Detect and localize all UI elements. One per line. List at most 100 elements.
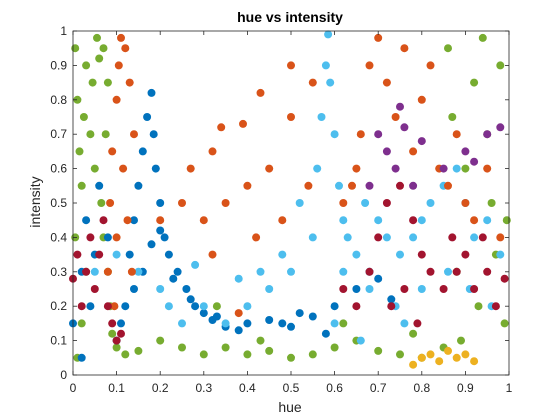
data-point — [110, 302, 119, 311]
data-point — [160, 233, 169, 242]
data-point — [343, 233, 352, 242]
data-point — [391, 113, 400, 121]
data-point — [287, 322, 295, 331]
data-point — [461, 164, 470, 173]
data-point — [86, 130, 95, 139]
data-point — [461, 147, 470, 156]
data-point — [265, 285, 274, 293]
data-point — [117, 33, 125, 42]
data-point — [478, 33, 487, 42]
data-point — [287, 113, 295, 121]
data-point — [121, 350, 130, 359]
data-point — [308, 78, 317, 87]
data-point — [417, 137, 426, 146]
data-point — [130, 285, 138, 293]
data-point — [112, 336, 121, 345]
data-point — [413, 319, 422, 328]
data-point — [252, 233, 261, 242]
data-point — [178, 199, 186, 207]
data-point — [491, 302, 500, 311]
data-point — [79, 113, 88, 121]
data-point — [73, 250, 82, 259]
x-tick-label: 0.6 — [326, 381, 343, 395]
data-point — [221, 199, 230, 207]
data-point — [77, 319, 86, 328]
data-point — [164, 250, 173, 259]
data-point — [156, 199, 165, 207]
series-3 — [103, 33, 505, 318]
y-tick-label: 0.1 — [50, 334, 67, 348]
x-tick-label: 0.9 — [457, 381, 474, 395]
data-point — [295, 309, 304, 318]
data-point — [374, 216, 383, 225]
data-point — [313, 164, 322, 173]
y-tick-label: 0.6 — [50, 162, 67, 176]
data-point — [308, 233, 317, 242]
x-tick-label: 0.3 — [195, 381, 212, 395]
data-point — [243, 302, 252, 311]
data-point — [417, 250, 426, 259]
data-point — [426, 199, 435, 207]
data-point — [71, 44, 80, 53]
data-point — [88, 78, 97, 87]
data-point — [77, 181, 86, 190]
data-point — [156, 226, 165, 235]
data-point — [90, 164, 99, 173]
data-point — [108, 319, 117, 328]
x-axis-label: hue — [278, 399, 302, 415]
data-point — [121, 44, 130, 53]
data-point — [382, 78, 391, 87]
data-point — [470, 233, 479, 242]
data-point — [326, 78, 335, 87]
data-point — [400, 44, 409, 53]
data-point — [256, 267, 265, 276]
data-point — [130, 130, 138, 139]
data-point — [156, 336, 165, 345]
data-point — [90, 285, 99, 293]
data-point — [186, 295, 195, 304]
data-point — [234, 326, 243, 335]
data-point — [452, 130, 461, 139]
data-point — [217, 123, 226, 132]
data-point — [117, 319, 125, 328]
data-point — [112, 343, 121, 352]
data-point — [452, 164, 461, 173]
data-point — [365, 285, 374, 293]
data-point — [108, 147, 117, 156]
data-point — [339, 199, 348, 207]
data-point — [125, 78, 134, 87]
data-point — [374, 274, 383, 283]
y-tick-label: 0.7 — [50, 127, 67, 141]
x-tick-label: 0.7 — [370, 381, 387, 395]
data-point — [265, 316, 274, 324]
y-tick-label: 1 — [60, 24, 67, 38]
data-point — [330, 319, 339, 328]
data-point — [352, 164, 361, 173]
data-point — [156, 216, 165, 225]
data-point — [108, 329, 117, 338]
data-point — [483, 216, 492, 225]
data-point — [483, 267, 492, 276]
y-tick-label: 0 — [60, 368, 67, 382]
data-point — [317, 113, 326, 121]
data-point — [417, 216, 426, 225]
y-tick-label: 0.3 — [50, 265, 67, 279]
data-point — [470, 285, 479, 293]
data-point — [119, 164, 128, 173]
data-point — [239, 119, 247, 128]
data-point — [470, 157, 479, 166]
data-point — [500, 274, 509, 283]
data-point — [106, 199, 115, 207]
data-point — [287, 61, 295, 70]
x-tick-label: 0.8 — [413, 381, 430, 395]
data-point — [127, 267, 136, 276]
data-point — [256, 88, 265, 97]
data-point — [90, 267, 99, 276]
data-point — [77, 302, 86, 311]
series-6 — [409, 346, 479, 369]
data-point — [103, 78, 112, 87]
data-point — [474, 302, 483, 311]
data-point — [265, 164, 274, 173]
data-point — [400, 123, 409, 132]
